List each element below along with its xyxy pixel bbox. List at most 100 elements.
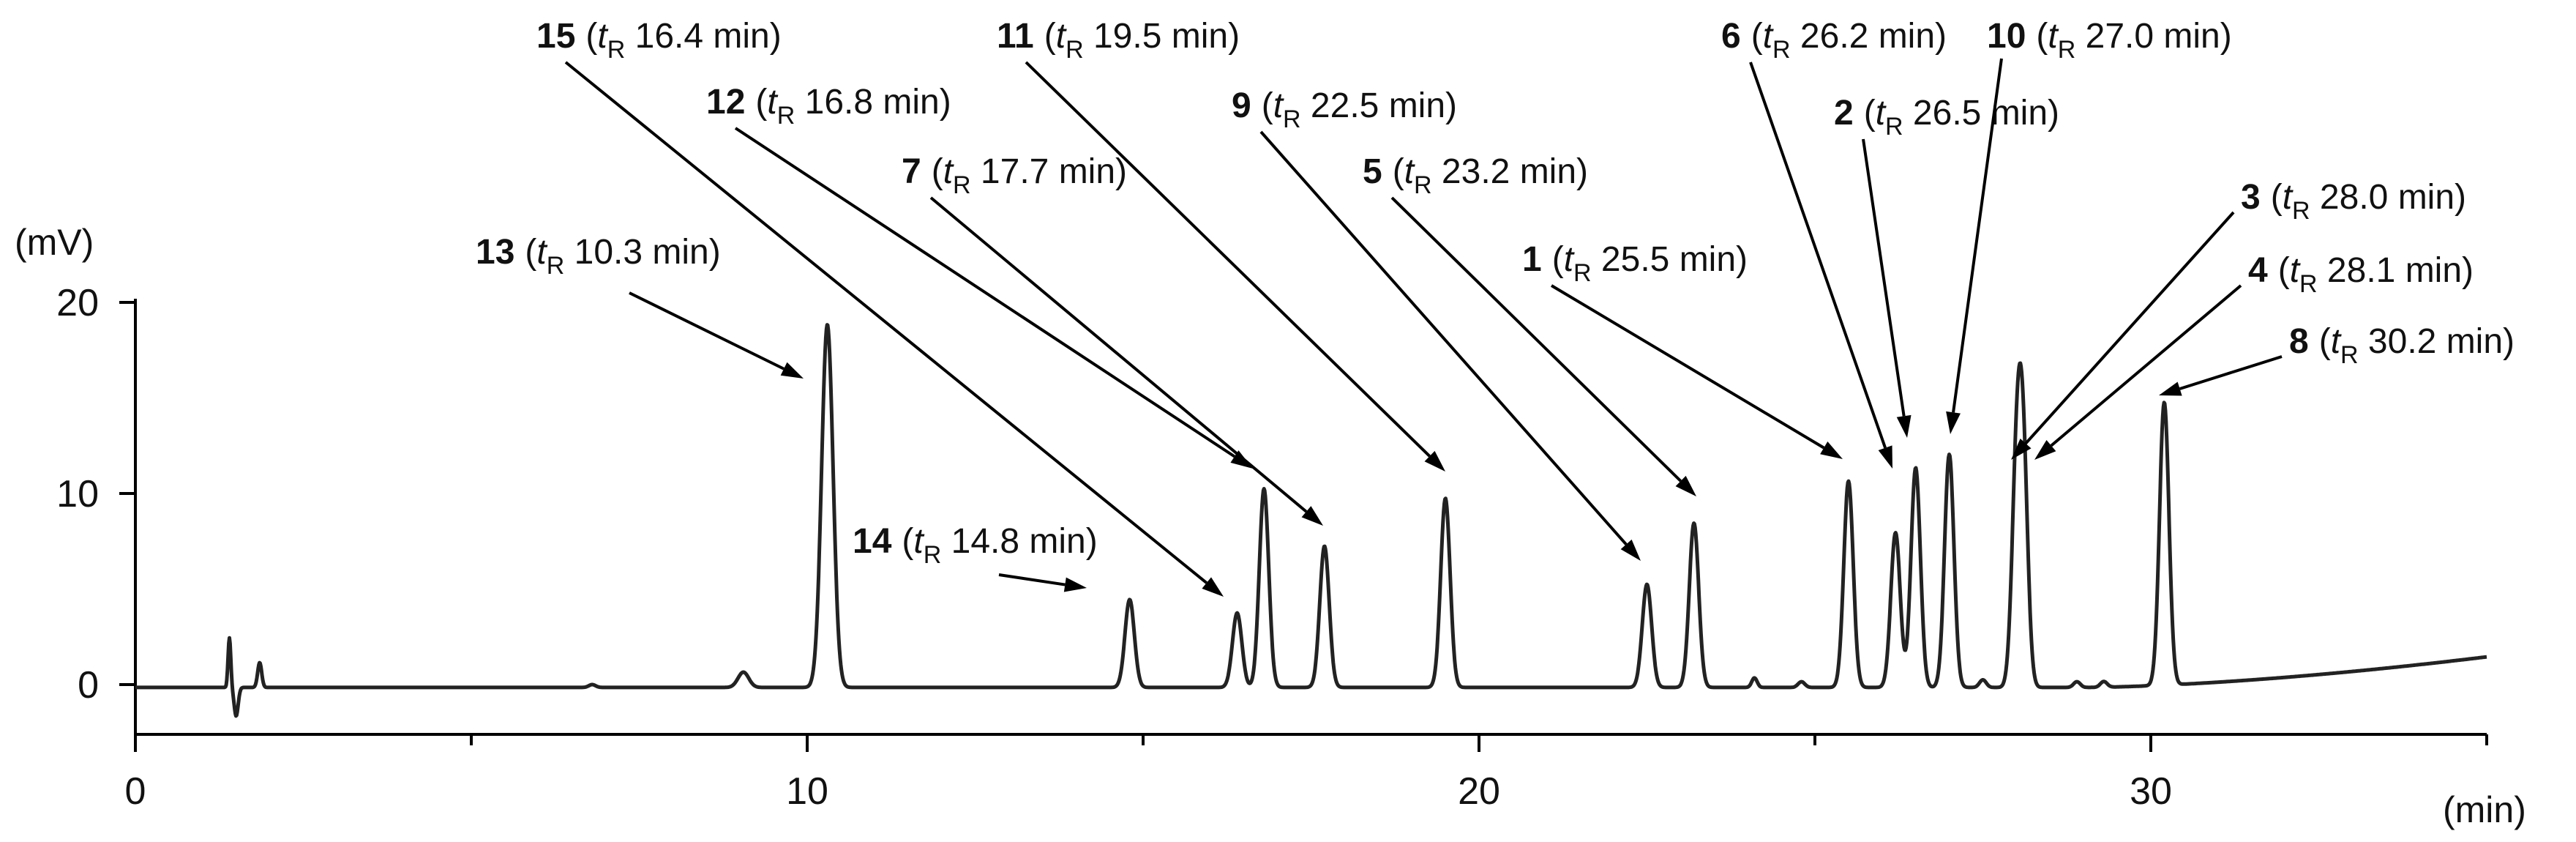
peak-label-time: 16.4 min) xyxy=(625,17,781,56)
peak-label-sub: R xyxy=(1066,36,1084,64)
peak-label-t: t xyxy=(1404,152,1415,191)
x-tick-label: 30 xyxy=(2130,770,2172,813)
peak-label-prefix: ( xyxy=(1751,17,1763,56)
peak-label-t: t xyxy=(2331,322,2342,361)
peak-label-sub: R xyxy=(924,541,942,569)
annotation-arrow xyxy=(1390,196,1682,483)
peak-label-prefix: ( xyxy=(1552,240,1564,279)
peak-label-prefix: ( xyxy=(1864,94,1876,133)
peak-label-time: 17.7 min) xyxy=(971,152,1127,191)
peak-label-sub: R xyxy=(547,252,565,280)
peak-label-time: 16.8 min) xyxy=(795,83,951,122)
peak-label-t: t xyxy=(767,83,778,122)
annotation-arrow xyxy=(1862,138,1906,417)
peak-label-prefix: ( xyxy=(1044,17,1056,56)
arrow-head xyxy=(1675,475,1696,496)
peak-label-t: t xyxy=(2290,251,2301,290)
peak-number: 12 xyxy=(706,83,745,122)
arrow-head xyxy=(2011,439,2032,460)
peak-label-t: t xyxy=(1564,240,1575,279)
peak-label-time: 27.0 min) xyxy=(2075,17,2231,56)
peak-label-prefix: ( xyxy=(2319,322,2331,361)
peak-label-t: t xyxy=(2048,17,2059,56)
peak-label-sub: R xyxy=(1414,171,1432,199)
annotation-arrow xyxy=(2024,211,2235,445)
peak-label-15: 15 (tR 16.4 min) xyxy=(536,17,782,64)
peak-label-prefix: ( xyxy=(1262,86,1273,125)
arrow-head xyxy=(1896,414,1912,438)
annotation-arrow xyxy=(734,127,1236,458)
peak-label-sub: R xyxy=(777,102,795,130)
peak-label-4: 4 (tR 28.1 min) xyxy=(2248,251,2474,298)
peak-label-prefix: ( xyxy=(2271,178,2283,217)
peak-label-5: 5 (tR 23.2 min) xyxy=(1363,152,1588,199)
peak-number: 13 xyxy=(476,233,514,272)
y-tick-label: 0 xyxy=(78,664,99,707)
peak-label-time: 19.5 min) xyxy=(1084,17,1240,56)
arrow-head xyxy=(1878,445,1892,469)
y-ticks: 0 10 20 xyxy=(56,282,135,707)
annotation-arrow xyxy=(564,61,1208,584)
peak-number: 3 xyxy=(2241,178,2261,217)
peak-label-sub: R xyxy=(1772,36,1791,64)
peak-number: 9 xyxy=(1232,86,1251,125)
peak-label-sub: R xyxy=(1573,259,1592,287)
arrow-head xyxy=(1424,450,1445,472)
peak-label-11: 11 (tR 19.5 min) xyxy=(997,17,1240,64)
annotation-arrow xyxy=(1749,62,1887,449)
peak-label-12: 12 (tR 16.8 min) xyxy=(706,83,951,130)
arrow-head xyxy=(1620,539,1641,561)
annotation-arrow xyxy=(1259,130,1628,545)
peak-number: 11 xyxy=(997,17,1034,56)
arrow-head xyxy=(1946,411,1961,434)
peak-number: 15 xyxy=(536,17,575,56)
peak-label-t: t xyxy=(1056,17,1067,56)
peak-label-t: t xyxy=(943,152,954,191)
peak-label-time: 14.8 min) xyxy=(941,522,1097,561)
peak-label-prefix: ( xyxy=(902,522,913,561)
peak-label-t: t xyxy=(597,17,608,56)
arrow-head xyxy=(2034,440,2056,460)
arrow-head xyxy=(1820,442,1843,459)
peak-label-prefix: ( xyxy=(525,233,536,272)
annotation-arrow xyxy=(1025,61,1431,458)
peak-label-13: 13 (tR 10.3 min) xyxy=(476,233,721,280)
peak-number: 7 xyxy=(902,152,921,191)
arrow-head xyxy=(1063,577,1087,592)
peak-label-3: 3 (tR 28.0 min) xyxy=(2241,178,2466,225)
peak-label-prefix: ( xyxy=(932,152,943,191)
y-tick-label: 20 xyxy=(56,282,99,324)
peak-number: 2 xyxy=(1834,94,1854,133)
peak-label-time: 28.0 min) xyxy=(2310,178,2466,217)
peak-number: 5 xyxy=(1363,152,1382,191)
peak-label-sub: R xyxy=(2292,197,2310,225)
annotation-arrow xyxy=(629,291,785,370)
peak-label-time: 25.5 min) xyxy=(1592,240,1748,279)
peak-number: 14 xyxy=(853,522,892,561)
annotation-arrow xyxy=(2050,284,2242,447)
peak-label-time: 28.1 min) xyxy=(2318,251,2474,290)
peak-label-sub: R xyxy=(2058,36,2076,64)
x-tick-label: 0 xyxy=(125,770,146,813)
peak-label-prefix: ( xyxy=(585,17,597,56)
arrow-head xyxy=(780,362,804,379)
peak-label-time: 23.2 min) xyxy=(1432,152,1588,191)
arrow-head xyxy=(2159,381,2182,396)
peak-label-sub: R xyxy=(953,171,971,199)
peak-label-t: t xyxy=(2283,178,2294,217)
x-tick-label: 20 xyxy=(1458,770,1500,813)
peak-label-time: 10.3 min) xyxy=(564,233,720,272)
peak-number: 6 xyxy=(1721,17,1741,56)
x-unit-label: (min) xyxy=(2443,789,2526,830)
peak-number: 4 xyxy=(2248,251,2268,290)
peak-label-10: 10 (tR 27.0 min) xyxy=(1987,17,2232,64)
annotation-arrow xyxy=(1952,58,2003,413)
peak-label-prefix: ( xyxy=(2278,251,2290,290)
arrow-head xyxy=(1301,506,1323,526)
peak-label-time: 22.5 min) xyxy=(1301,86,1457,125)
peak-label-t: t xyxy=(1273,86,1284,125)
peak-label-6: 6 (tR 26.2 min) xyxy=(1721,17,1947,64)
peak-label-time: 26.2 min) xyxy=(1791,17,1947,56)
peak-label-t: t xyxy=(536,233,547,272)
annotation-arrow xyxy=(998,573,1066,586)
